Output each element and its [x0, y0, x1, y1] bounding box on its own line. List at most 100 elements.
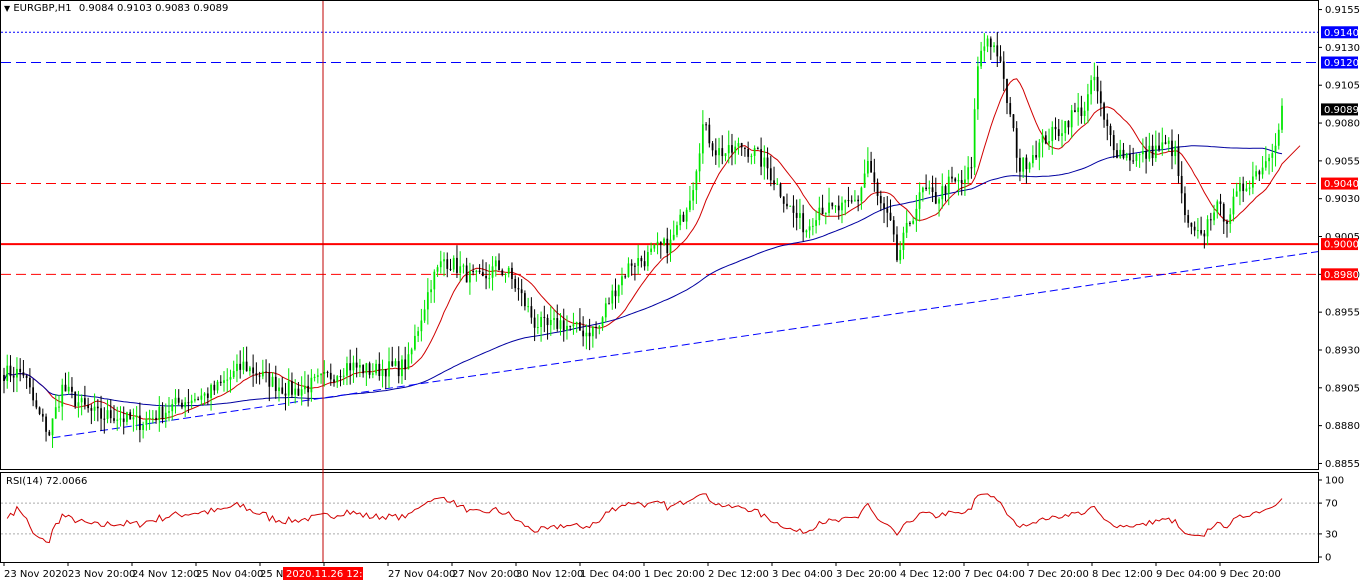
candle	[750, 153, 753, 165]
rsi-tick-label: 0	[1325, 553, 1331, 564]
candle	[210, 383, 212, 411]
candle-body	[16, 368, 18, 378]
candle	[1274, 133, 1277, 167]
candle-body	[268, 372, 271, 387]
candle	[100, 395, 102, 431]
candle-body	[1251, 176, 1254, 188]
candle-body	[384, 369, 387, 377]
candle	[181, 399, 183, 410]
candle-body	[349, 363, 352, 371]
candle-body	[388, 361, 390, 377]
candle-body	[113, 418, 115, 421]
candle	[1264, 146, 1267, 171]
candle	[1064, 120, 1067, 142]
candle	[1232, 188, 1235, 222]
candle	[957, 173, 960, 196]
candle	[1135, 153, 1138, 167]
symbol-label: EURGBP,H1	[13, 3, 72, 14]
candle-body	[1135, 154, 1138, 161]
symbol-dropdown-icon[interactable]: ▼	[4, 4, 11, 13]
candle	[776, 178, 779, 186]
candle-body	[805, 230, 808, 233]
candle-body	[452, 257, 455, 270]
candle-body	[488, 277, 491, 279]
candle-body	[511, 267, 513, 280]
candle	[1248, 180, 1251, 196]
candle	[3, 367, 5, 394]
candle	[430, 279, 432, 304]
candle	[805, 229, 808, 238]
candle	[239, 350, 242, 379]
candle-body	[278, 387, 280, 392]
candle	[465, 257, 468, 283]
candle	[323, 360, 326, 387]
candle-body	[316, 375, 319, 377]
candle	[915, 194, 918, 232]
candle-body	[695, 171, 698, 191]
candle	[1096, 65, 1099, 104]
candle	[433, 269, 436, 303]
candle-body	[1222, 203, 1225, 222]
candle	[970, 156, 973, 179]
candle-body	[145, 418, 148, 425]
candle-body	[1161, 142, 1164, 150]
candle	[601, 316, 604, 331]
candle	[841, 196, 843, 224]
candle	[1187, 209, 1190, 228]
candle	[12, 366, 15, 393]
candle	[708, 117, 711, 148]
candle	[989, 36, 992, 60]
candle	[320, 373, 322, 384]
level-price-tag-label: 0.9120	[1324, 58, 1359, 69]
candle	[261, 359, 264, 380]
candle	[789, 205, 792, 207]
candle	[1012, 114, 1015, 132]
candle	[1035, 140, 1037, 160]
candle	[533, 309, 536, 342]
candle-body	[378, 363, 381, 377]
candle-body	[744, 147, 746, 150]
candle-body	[304, 385, 306, 390]
candle	[313, 373, 316, 382]
trendline[interactable]	[52, 251, 1319, 439]
candle-body	[627, 263, 630, 278]
candle-body	[850, 200, 853, 202]
candle-body	[1206, 219, 1209, 237]
candle-body	[970, 167, 973, 169]
candle-body	[773, 180, 775, 185]
candle	[439, 250, 442, 274]
candle-body	[420, 320, 423, 332]
candle-body	[494, 260, 497, 267]
candle-body	[863, 173, 866, 188]
candle	[763, 145, 766, 180]
time-tick-label: 9 Dec 04:00	[1156, 569, 1217, 580]
candle	[828, 187, 830, 217]
candle	[786, 193, 788, 210]
price-tick-label: 0.9105	[1325, 81, 1360, 92]
candle-body	[3, 374, 5, 382]
candle-body	[1213, 212, 1215, 221]
candle	[1281, 98, 1283, 134]
candle-body	[1064, 120, 1067, 134]
candle-body	[1028, 163, 1031, 170]
candle	[617, 284, 620, 303]
price-tick-label: 0.9155	[1325, 5, 1360, 16]
candle	[553, 309, 555, 330]
candle-body	[815, 220, 817, 226]
candle	[74, 391, 77, 409]
candle	[588, 318, 591, 351]
candle-body	[472, 270, 475, 273]
candle-body	[119, 418, 122, 420]
candle	[119, 406, 122, 427]
candle-body	[818, 207, 821, 221]
candle	[837, 195, 840, 220]
candle-body	[1103, 103, 1105, 120]
price-tick-label: 0.9080	[1325, 119, 1360, 130]
candle	[983, 33, 986, 62]
time-tick-label: 23 Nov 20:00	[68, 569, 135, 580]
candle-body	[54, 407, 57, 419]
candle-body	[976, 66, 979, 110]
candle	[1141, 138, 1144, 163]
